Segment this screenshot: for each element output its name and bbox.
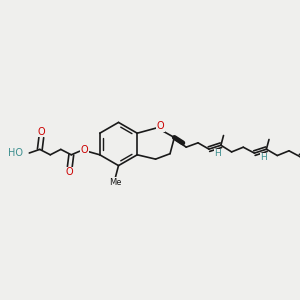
Text: O: O [81,145,88,155]
Text: H: H [214,149,221,158]
Text: O: O [157,121,164,131]
Text: Me: Me [109,178,122,187]
Text: O: O [66,167,74,177]
Text: O: O [38,127,45,137]
Text: H: H [260,153,267,162]
Text: HO: HO [8,148,23,158]
